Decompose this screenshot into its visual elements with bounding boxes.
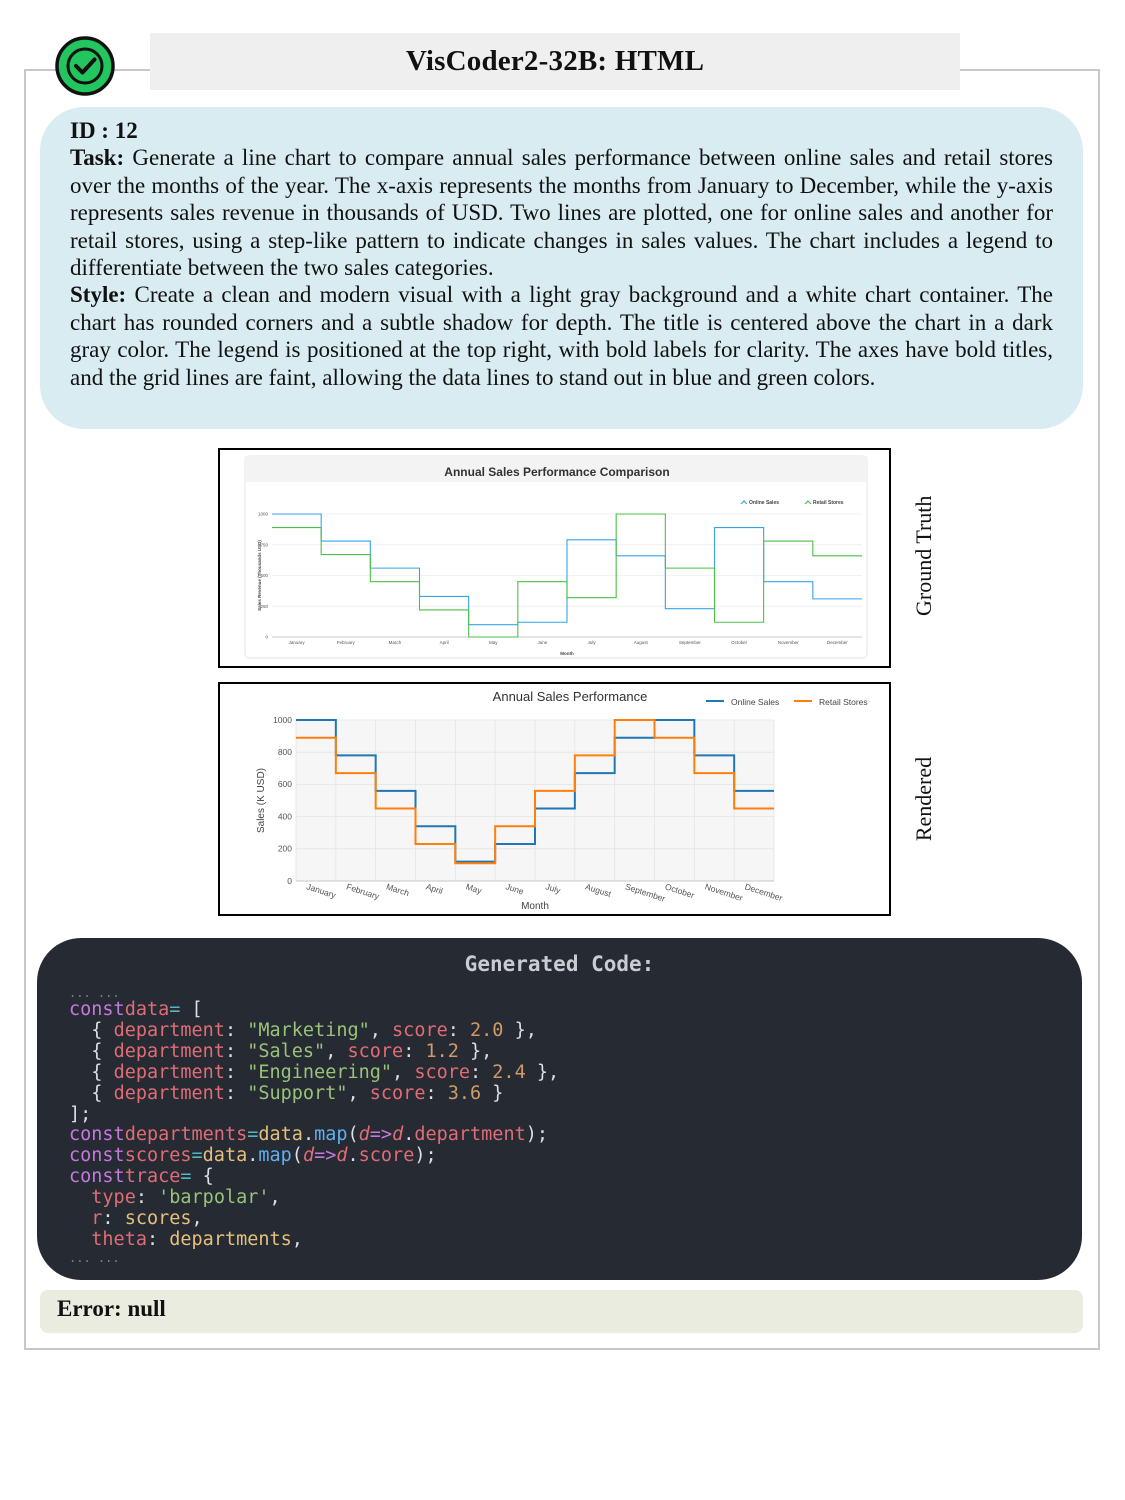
y-tick-label: 1000 — [258, 512, 269, 517]
x-tick-label: October — [731, 640, 748, 645]
legend-marker — [804, 500, 812, 505]
rendered-figure: 0 200 400 600 800 1000 January February March Apr… — [218, 682, 891, 916]
page-title: VisCoder2-32B: HTML — [150, 33, 960, 90]
task-paragraph: Task: Generate a line chart to compare a… — [70, 144, 1053, 281]
x-tick-label: December — [827, 640, 848, 645]
code-title: Generated Code: — [464, 952, 655, 976]
y-tick-label: 200 — [278, 844, 292, 854]
style-text: Create a clean and modern visual with a … — [70, 282, 1053, 390]
x-axis-title: Month — [521, 901, 549, 912]
y-tick-label: 400 — [278, 811, 292, 821]
chart-title: Annual Sales Performance Comparison — [444, 465, 669, 479]
x-tick-label: June — [504, 881, 525, 896]
rendered-label: Rendered — [911, 756, 936, 842]
ground-truth-figure: 0 250 500 750 1000 January February March April M… — [218, 448, 891, 668]
legend-label: Retail Stores — [819, 697, 868, 707]
series-line-1 — [272, 513, 862, 638]
error-message: Error: null — [40, 1290, 1083, 1333]
ground-truth-label: Ground Truth — [911, 495, 936, 616]
series-line-1 — [296, 719, 774, 865]
task-text: Generate a line chart to compare annual … — [70, 145, 1053, 281]
x-tick-label: January — [289, 640, 306, 645]
generated-code-panel: Generated Code: ... ... constdata= [ { d… — [37, 938, 1082, 1280]
check-circle-icon — [55, 36, 115, 96]
y-tick-label: 1000 — [273, 715, 292, 725]
y-axis-title: Sales Revenue (Thousands USD) — [257, 540, 262, 611]
x-tick-label: September — [624, 881, 667, 903]
x-tick-label: February — [337, 640, 356, 645]
chart-container — [244, 455, 868, 659]
task-id: ID : 12 — [70, 118, 138, 143]
x-tick-label: March — [389, 640, 402, 645]
x-tick-label: May — [489, 640, 498, 645]
legend-label: Retail Stores — [813, 500, 844, 506]
x-tick-label: September — [679, 640, 702, 645]
style-paragraph: Style: Create a clean and modern visual … — [70, 281, 1053, 391]
chart-title-bar — [245, 456, 867, 482]
x-tick-label: May — [465, 881, 484, 896]
y-axis-title: Sales (K USD) — [256, 768, 267, 833]
task-label: Task: — [70, 145, 125, 171]
x-tick-label: March — [385, 881, 411, 898]
x-tick-label: July — [544, 881, 562, 895]
x-tick-label: August — [584, 881, 613, 899]
y-tick-label: 0 — [265, 635, 268, 640]
x-tick-label: June — [538, 640, 548, 645]
x-tick-label: November — [704, 881, 745, 903]
code-ellipsis-top: ... ... — [69, 986, 120, 1000]
x-tick-label: January — [305, 881, 338, 900]
chart-title: Annual Sales Performance — [493, 689, 648, 704]
task-description: ID : 12 Task: Generate a line chart to c… — [40, 107, 1083, 429]
x-tick-label: April — [440, 640, 449, 645]
legend-label: Online Sales — [731, 697, 779, 707]
x-tick-label: February — [345, 881, 381, 901]
x-tick-label: April — [425, 881, 444, 896]
y-tick-label: 800 — [278, 747, 292, 757]
x-tick-label: August — [634, 640, 649, 645]
y-tick-label: 250 — [260, 604, 268, 609]
style-label: Style: — [70, 282, 127, 308]
ground-truth-chart: 0 250 500 750 1000 January February March April M… — [244, 455, 868, 659]
code-block: constdata= [ { department: "Marketing", … — [69, 999, 560, 1250]
legend-marker — [740, 500, 748, 505]
x-axis-title: Month — [560, 651, 574, 656]
y-tick-label: 0 — [287, 876, 292, 886]
x-tick-label: December — [743, 881, 784, 903]
x-tick-label: November — [778, 640, 799, 645]
y-tick-label: 750 — [260, 542, 268, 547]
legend-label: Online Sales — [749, 500, 779, 506]
code-ellipsis-bottom: ... ... — [69, 1250, 120, 1265]
rendered-chart: 0 200 400 600 800 1000 January February March Apr… — [256, 689, 868, 912]
y-tick-label: 600 — [278, 779, 292, 789]
x-tick-label: October — [664, 881, 696, 900]
y-tick-label: 500 — [260, 573, 268, 578]
x-tick-label: July — [588, 640, 597, 645]
